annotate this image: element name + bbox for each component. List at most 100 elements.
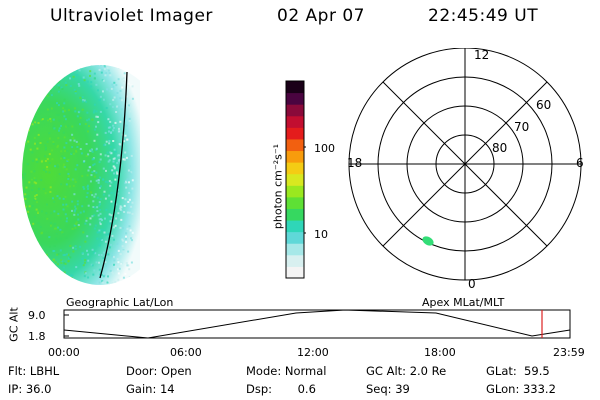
speckle-pixel [118,267,121,270]
speckle-pixel [111,217,114,220]
speckle-pixel [65,203,68,206]
speckle-pixel [91,150,94,153]
speckle-pixel [36,142,39,145]
speckle-pixel [25,275,28,278]
speckle-pixel [84,65,87,66]
speckle-pixel [70,178,73,181]
speckle-pixel [87,204,90,207]
speckle-pixel [44,148,47,151]
speckle-pixel [102,79,105,82]
speckle-pixel [48,245,51,248]
speckle-pixel [36,277,39,280]
speckle-pixel [119,62,121,64]
speckle-pixel [48,162,51,164]
speckle-pixel [57,137,60,140]
speckle-pixel [64,118,67,121]
speckle-pixel [62,203,65,206]
speckle-pixel [70,152,73,154]
speckle-pixel [102,193,105,196]
speckle-pixel [58,197,61,200]
speckle-pixel [105,255,108,258]
speckle-pixel [128,191,131,194]
speckle-pixel [83,99,86,102]
speckle-pixel [63,110,66,113]
speckle-pixel [66,149,69,152]
speckle-pixel [41,119,44,122]
speckle-pixel [112,157,115,160]
speckle-pixel [128,198,131,201]
speckle-pixel [88,118,90,121]
speckle-pixel [79,211,82,214]
speckle-pixel [102,90,104,93]
speckle-pixel [60,124,62,127]
speckle-pixel [64,262,67,265]
speckle-pixel [33,170,36,173]
speckle-pixel [108,213,111,216]
speckle-pixel [34,267,37,270]
speckle-pixel [60,62,62,64]
speckle-pixel [82,283,85,285]
speckle-pixel [73,224,76,227]
speckle-pixel [117,106,120,109]
speckle-pixel [49,284,52,285]
speckle-pixel [89,74,91,77]
speckle-pixel [125,181,128,184]
speckle-pixel [58,129,60,132]
speckle-pixel [116,92,119,94]
speckle-pixel [101,69,104,72]
speckle-pixel [56,102,58,105]
speckle-pixel [100,239,103,241]
speckle-pixel [98,229,101,232]
speckle-pixel [25,224,28,227]
speckle-pixel [44,160,47,162]
speckle-pixel [125,124,128,127]
speckle-pixel [66,217,68,220]
speckle-pixel [62,166,65,169]
speckle-pixel [99,221,102,224]
speckle-pixel [93,72,96,75]
speckle-pixel [69,244,72,247]
speckle-pixel [32,114,35,117]
speckle-pixel [42,277,45,280]
speckle-pixel [88,125,90,128]
speckle-pixel [102,275,105,278]
speckle-pixel [34,142,36,145]
speckle-pixel [119,113,122,116]
speckle-pixel [27,105,30,108]
lat-label-80: 80 [492,141,507,155]
speckle-pixel [128,117,131,120]
speckle-pixel [112,98,115,101]
speckle-pixel [112,272,115,275]
speckle-pixel [31,72,34,75]
speckle-pixel [116,192,119,195]
speckle-pixel [54,278,57,281]
speckle-pixel [105,71,108,74]
speckle-pixel [37,246,40,249]
speckle-pixel [22,124,25,127]
speckle-pixel [106,151,109,154]
colorbar-segment [286,173,304,186]
speckle-pixel [65,253,68,256]
speckle-pixel [74,248,77,250]
speckle-pixel [127,169,130,172]
speckle-pixel [37,266,40,269]
speckle-pixel [45,272,47,275]
speckle-pixel [97,121,100,124]
speckle-pixel [72,250,75,253]
speckle-pixel [78,110,81,113]
speckle-pixel [22,78,25,81]
speckle-pixel [65,84,68,87]
speckle-pixel [22,177,25,180]
speckle-pixel [92,200,95,203]
speckle-pixel [107,118,110,121]
speckle-pixel [95,110,98,113]
speckle-pixel [115,171,118,174]
speckle-pixel [86,111,89,114]
speckle-pixel [68,175,70,178]
speckle-pixel [90,174,93,177]
speckle-pixel [105,169,107,172]
speckle-pixel [99,65,102,66]
speckle-pixel [24,197,27,200]
speckle-pixel [91,171,94,173]
speckle-pixel [46,108,49,111]
